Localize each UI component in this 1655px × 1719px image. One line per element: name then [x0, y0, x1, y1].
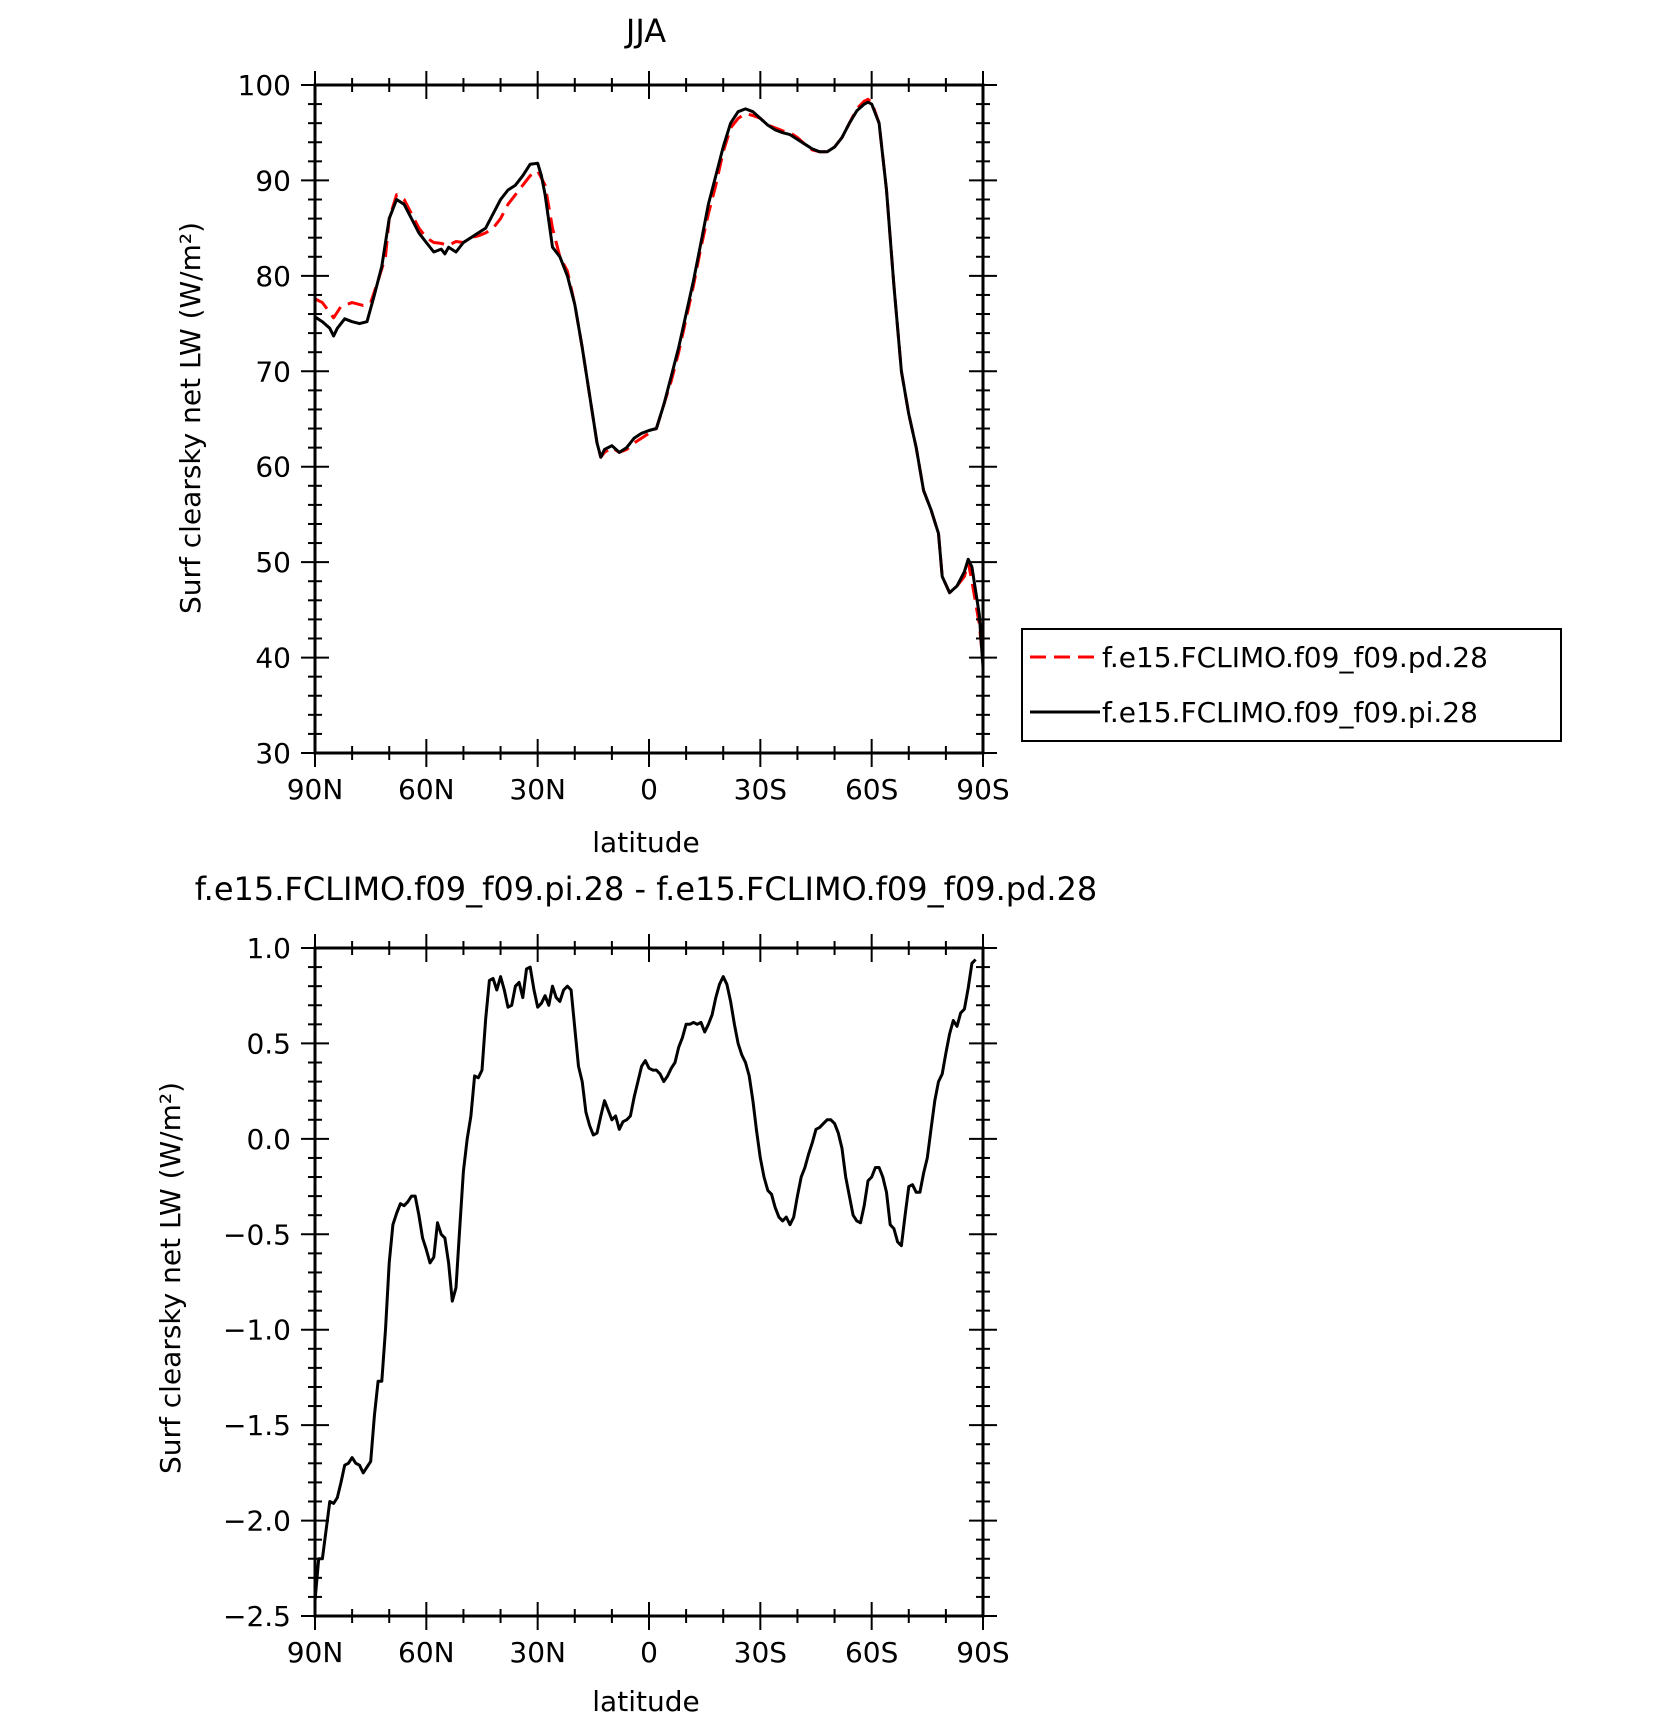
bottom-chart-y-tick-label: 0.0	[246, 1123, 291, 1156]
top-chart-y-tick-label: 70	[255, 355, 291, 388]
bottom-chart: f.e15.FCLIMO.f09_f09.pi.28 - f.e15.FCLIM…	[154, 870, 1097, 1718]
top-chart: JJA 30 40 50 60 70 80 90 100 90N 60N 30N 0 30S 60S 90S…	[174, 12, 1010, 859]
bottom-chart-x-axis-label: latitude	[592, 1685, 699, 1718]
top-chart-y-tick-label: 30	[255, 737, 291, 770]
bottom-chart-x-tick-label: 60N	[398, 1636, 455, 1669]
top-chart-series-line-0	[315, 97, 983, 663]
bottom-chart-x-tick-label: 90S	[956, 1636, 1009, 1669]
top-chart-plot-frame	[313, 83, 985, 755]
bottom-chart-y-tick-label: 0.5	[246, 1027, 291, 1060]
top-chart-x-tick-label: 0	[640, 773, 658, 806]
top-chart-x-tick-label: 90N	[287, 773, 344, 806]
top-chart-series-line-1	[315, 100, 983, 668]
bottom-chart-series-layer	[315, 958, 977, 1601]
top-chart-x-tick-label: 30N	[509, 773, 566, 806]
top-chart-axes: 30 40 50 60 70 80 90 100 90N 60N 30N 0 30S 60S 90S	[238, 69, 1010, 806]
bottom-chart-y-axis-label: Surf clearsky net LW (W/m²)	[154, 1082, 187, 1474]
top-chart-y-tick-label: 90	[255, 164, 291, 197]
bottom-chart-y-tick-label: −2.5	[223, 1600, 291, 1633]
top-chart-y-tick-label: 40	[255, 642, 291, 675]
bottom-chart-x-tick-label: 0	[640, 1636, 658, 1669]
top-chart-y-tick-label: 100	[238, 69, 291, 102]
top-chart-y-axis-label: Surf clearsky net LW (W/m²)	[174, 222, 207, 614]
bottom-chart-y-tick-label: 1.0	[246, 932, 291, 965]
top-chart-y-tick-label: 50	[255, 546, 291, 579]
bottom-chart-series-line-0	[315, 958, 977, 1601]
bottom-chart-x-tick-label: 30S	[734, 1636, 787, 1669]
top-chart-x-tick-label: 60N	[398, 773, 455, 806]
bottom-chart-y-tick-label: −2.0	[223, 1505, 291, 1538]
bottom-chart-x-tick-label: 60S	[845, 1636, 898, 1669]
bottom-chart-x-tick-label: 30N	[509, 1636, 566, 1669]
legend: f.e15.FCLIMO.f09_f09.pd.28 f.e15.FCLIMO.…	[1021, 628, 1562, 742]
bottom-chart-title: f.e15.FCLIMO.f09_f09.pi.28 - f.e15.FCLIM…	[195, 870, 1098, 908]
bottom-chart-x-tick-label: 90N	[287, 1636, 344, 1669]
bottom-chart-y-tick-label: −1.5	[223, 1409, 291, 1442]
top-chart-x-tick-label: 30S	[734, 773, 787, 806]
bottom-chart-y-tick-label: −0.5	[223, 1218, 291, 1251]
top-chart-y-tick-label: 60	[255, 451, 291, 484]
bottom-chart-plot-frame	[313, 946, 985, 1618]
top-chart-y-tick-label: 80	[255, 260, 291, 293]
top-chart-x-tick-label: 60S	[845, 773, 898, 806]
top-chart-x-axis-label: latitude	[592, 826, 699, 859]
top-chart-title: JJA	[624, 12, 666, 50]
legend-label-pd: f.e15.FCLIMO.f09_f09.pd.28	[1102, 641, 1488, 674]
bottom-chart-axes: −2.5 −2.0 −1.5 −1.0 −0.5 0.0 0.5 1.0 90N 60N 30N 0 3…	[223, 932, 1010, 1669]
legend-label-pi: f.e15.FCLIMO.f09_f09.pi.28	[1102, 696, 1478, 729]
bottom-chart-y-tick-label: −1.0	[223, 1314, 291, 1347]
top-chart-x-tick-label: 90S	[956, 773, 1009, 806]
legend-box	[1021, 628, 1562, 742]
top-chart-series-layer	[315, 97, 983, 668]
